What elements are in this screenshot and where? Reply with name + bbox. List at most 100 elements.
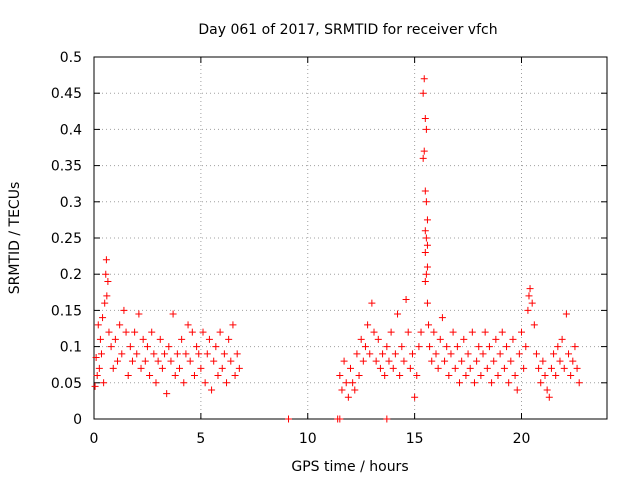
data-point	[128, 357, 136, 365]
data-point	[105, 328, 113, 336]
data-point	[434, 364, 442, 372]
data-point	[456, 379, 464, 387]
data-point	[421, 248, 429, 256]
data-point	[205, 335, 213, 343]
data-point	[573, 364, 581, 372]
data-point	[223, 379, 231, 387]
data-point	[498, 328, 506, 336]
data-point	[426, 343, 434, 351]
data-point	[379, 350, 387, 358]
data-point	[102, 256, 110, 264]
data-point	[165, 343, 173, 351]
data-point	[468, 328, 476, 336]
data-point	[102, 270, 110, 278]
grid-lines	[94, 57, 607, 419]
data-point	[423, 241, 431, 249]
data-point	[93, 372, 101, 380]
data-point	[530, 321, 538, 329]
data-point	[124, 372, 132, 380]
data-point	[438, 314, 446, 322]
data-point	[355, 372, 363, 380]
data-point	[428, 357, 436, 365]
data-point	[413, 372, 421, 380]
data-point	[532, 350, 540, 358]
data-point	[479, 350, 487, 358]
data-point	[116, 321, 124, 329]
data-point	[188, 328, 196, 336]
data-point	[383, 343, 391, 351]
data-point	[443, 343, 451, 351]
data-point	[421, 227, 429, 235]
data-point	[524, 306, 532, 314]
data-point	[148, 328, 156, 336]
data-point	[421, 277, 429, 285]
data-point	[120, 306, 128, 314]
data-point	[370, 328, 378, 336]
x-tick-label: 15	[406, 431, 424, 447]
data-point	[430, 328, 438, 336]
data-point	[190, 372, 198, 380]
data-point	[94, 321, 102, 329]
data-point	[214, 372, 222, 380]
y-tick-label: 0.2	[60, 267, 82, 283]
data-point	[539, 357, 547, 365]
x-axis-label: GPS time / hours	[291, 459, 408, 475]
data-point	[436, 335, 444, 343]
data-point	[571, 343, 579, 351]
data-point	[229, 321, 237, 329]
data-point	[99, 314, 107, 322]
data-point	[432, 350, 440, 358]
data-point	[422, 125, 430, 133]
data-point	[411, 393, 419, 401]
data-point	[550, 350, 558, 358]
data-point	[525, 292, 533, 300]
data-point	[193, 343, 201, 351]
data-point	[562, 310, 570, 318]
data-point	[126, 343, 134, 351]
data-point	[131, 328, 139, 336]
data-point	[387, 328, 395, 336]
y-tick-label: 0.25	[51, 231, 82, 247]
y-tick-label: 0.35	[51, 159, 82, 175]
data-point	[422, 198, 430, 206]
data-point	[361, 343, 369, 351]
data-point	[92, 353, 100, 361]
data-point	[336, 415, 344, 423]
data-point	[470, 379, 478, 387]
data-point	[526, 285, 534, 293]
x-tick-label: 5	[196, 431, 205, 447]
data-point	[227, 357, 235, 365]
data-point	[111, 335, 119, 343]
data-point	[216, 328, 224, 336]
data-point	[231, 372, 239, 380]
data-point	[203, 350, 211, 358]
data-point	[353, 350, 361, 358]
data-point	[109, 364, 117, 372]
data-point	[567, 372, 575, 380]
x-tick-label: 20	[513, 431, 531, 447]
data-point	[490, 357, 498, 365]
data-point	[462, 372, 470, 380]
data-point	[453, 343, 461, 351]
data-point	[201, 379, 209, 387]
data-point	[118, 350, 126, 358]
data-point	[565, 350, 573, 358]
data-point	[554, 343, 562, 351]
data-point	[402, 296, 410, 304]
data-point	[199, 328, 207, 336]
data-point	[458, 357, 466, 365]
data-point	[396, 372, 404, 380]
data-point	[233, 350, 241, 358]
data-point	[195, 350, 203, 358]
data-point	[163, 390, 171, 398]
data-point	[184, 321, 192, 329]
data-point	[182, 350, 190, 358]
data-point	[171, 372, 179, 380]
data-point	[235, 364, 243, 372]
data-point	[477, 372, 485, 380]
y-axis-label: SRMTID / TECUs	[7, 182, 23, 295]
data-point	[556, 357, 564, 365]
data-point	[364, 321, 372, 329]
data-point	[169, 310, 177, 318]
data-point	[425, 321, 433, 329]
